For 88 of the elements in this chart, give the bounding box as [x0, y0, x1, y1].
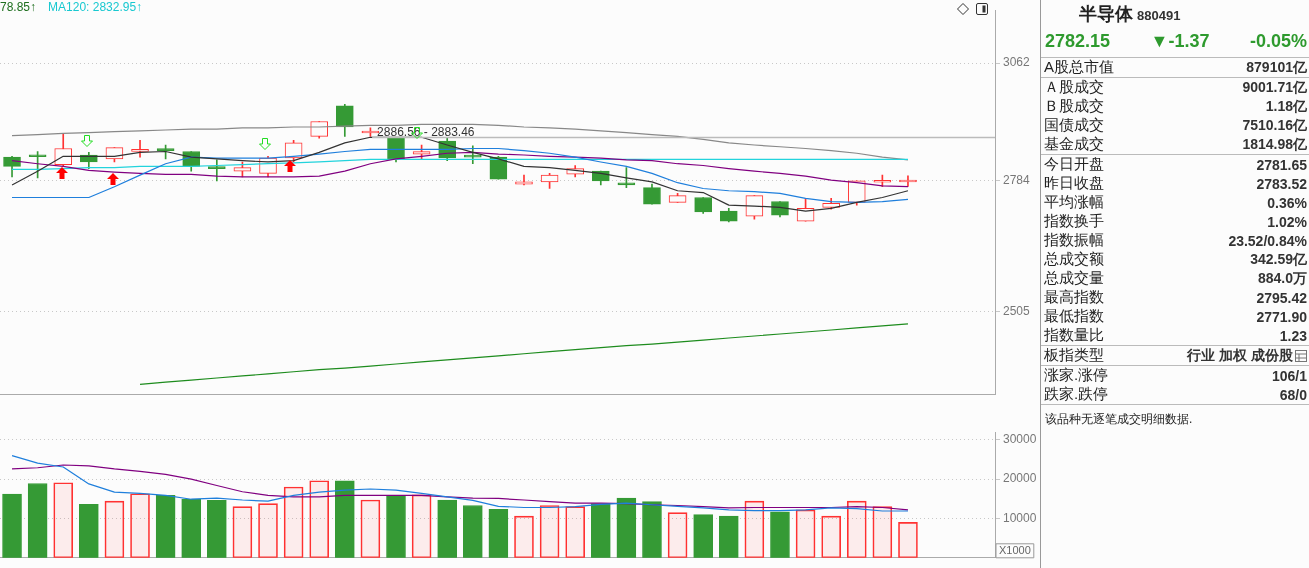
bar [667, 512, 688, 558]
candlestick [131, 139, 149, 158]
category-label: 跌家.跌停 [1044, 385, 1109, 404]
text: 342.59亿 [1250, 250, 1307, 267]
bar [770, 511, 790, 558]
bar [53, 482, 74, 558]
text: 23.52/0.84% [1228, 232, 1307, 249]
category-label: 昨日收盘 [1044, 174, 1104, 193]
annotation: MA120: 2832.95↑ [48, 0, 143, 15]
bar [79, 504, 99, 558]
bar [488, 509, 509, 558]
bar [2, 493, 22, 558]
bar [258, 503, 278, 558]
bar [309, 480, 330, 558]
category-label: 最低指数 [1044, 307, 1104, 326]
category-label: A股总市值 [1044, 58, 1115, 77]
text: 0.36% [1267, 194, 1307, 211]
bar [130, 493, 150, 558]
text: 9001.71亿 [1242, 78, 1307, 95]
bar [616, 497, 637, 558]
category-label: 国债成交 [1044, 116, 1104, 135]
bar [386, 495, 406, 558]
category-label: 涨家.涨停 [1044, 366, 1109, 385]
bar [155, 494, 176, 558]
y-tick-label: 10000 [1003, 510, 1037, 525]
bar [872, 506, 893, 558]
annotation: 78.85↑ [0, 0, 37, 15]
category-label: 基金成交 [1044, 135, 1104, 154]
bar [27, 483, 48, 558]
category-label: Ａ股成交 [1044, 78, 1104, 97]
text: 1.02% [1267, 213, 1307, 230]
text: 68/0 [1279, 386, 1307, 403]
bar [795, 509, 816, 558]
text: 106/1 [1271, 367, 1307, 384]
bar [283, 486, 304, 558]
y-tick-label: 2505 [1003, 303, 1031, 318]
text: ▼-1.37 [1150, 31, 1210, 53]
text: 2771.90 [1256, 308, 1307, 325]
bar [360, 499, 381, 558]
text: 880491 [1137, 8, 1181, 23]
bar [693, 514, 714, 558]
category-label: 板指类型 [1044, 346, 1104, 365]
bar [642, 501, 662, 558]
bar [206, 500, 227, 558]
category-label: 指数量比 [1044, 326, 1104, 345]
text: -0.05% [1249, 31, 1307, 53]
bar [334, 480, 355, 558]
text: 行业 加权 成份股 [1187, 346, 1293, 363]
bar [181, 498, 202, 558]
y-tick-label: 3062 [1003, 55, 1031, 70]
text: 2782.15 [1045, 31, 1111, 53]
text: 1.23 [1279, 327, 1307, 344]
y-axis-title: X1000 [999, 543, 1031, 556]
text: 7510.16亿 [1242, 116, 1307, 133]
bar [744, 500, 765, 558]
text: 2795.42 [1256, 289, 1307, 306]
text: 1814.98亿 [1242, 135, 1307, 152]
bar [718, 515, 739, 558]
category-label: 今日开盘 [1044, 155, 1104, 174]
category-label: 平均涨幅 [1044, 193, 1104, 212]
text: 2781.65 [1256, 156, 1307, 173]
bar [590, 503, 611, 558]
category-label: 总成交额 [1044, 250, 1104, 269]
bar [104, 500, 125, 558]
bar [462, 505, 483, 558]
text: 879101亿 [1246, 58, 1307, 75]
bar [821, 515, 841, 558]
text: 1.18亿 [1265, 97, 1307, 114]
category-label: 指数换手 [1044, 212, 1104, 231]
text: 半导体 [1079, 4, 1133, 24]
bar [846, 500, 867, 558]
category-label: Ｂ股成交 [1044, 97, 1104, 116]
y-tick-label: 20000 [1003, 471, 1037, 486]
y-tick-label: 2784 [1003, 173, 1031, 188]
bar [898, 522, 918, 558]
bar [565, 506, 586, 558]
category-label: 总成交量 [1044, 269, 1104, 288]
bar [514, 515, 534, 558]
bar [411, 494, 432, 558]
text: 2783.52 [1256, 175, 1307, 192]
text: 该品种无逐笔成交明细数据. [1044, 411, 1194, 428]
bar [232, 506, 253, 558]
text: 884.0万 [1257, 269, 1307, 286]
category-label: 指数振幅 [1044, 231, 1104, 250]
bar [539, 505, 560, 558]
category-label: 最高指数 [1044, 288, 1104, 307]
bar [437, 499, 458, 558]
y-tick-label: 30000 [1003, 432, 1037, 447]
